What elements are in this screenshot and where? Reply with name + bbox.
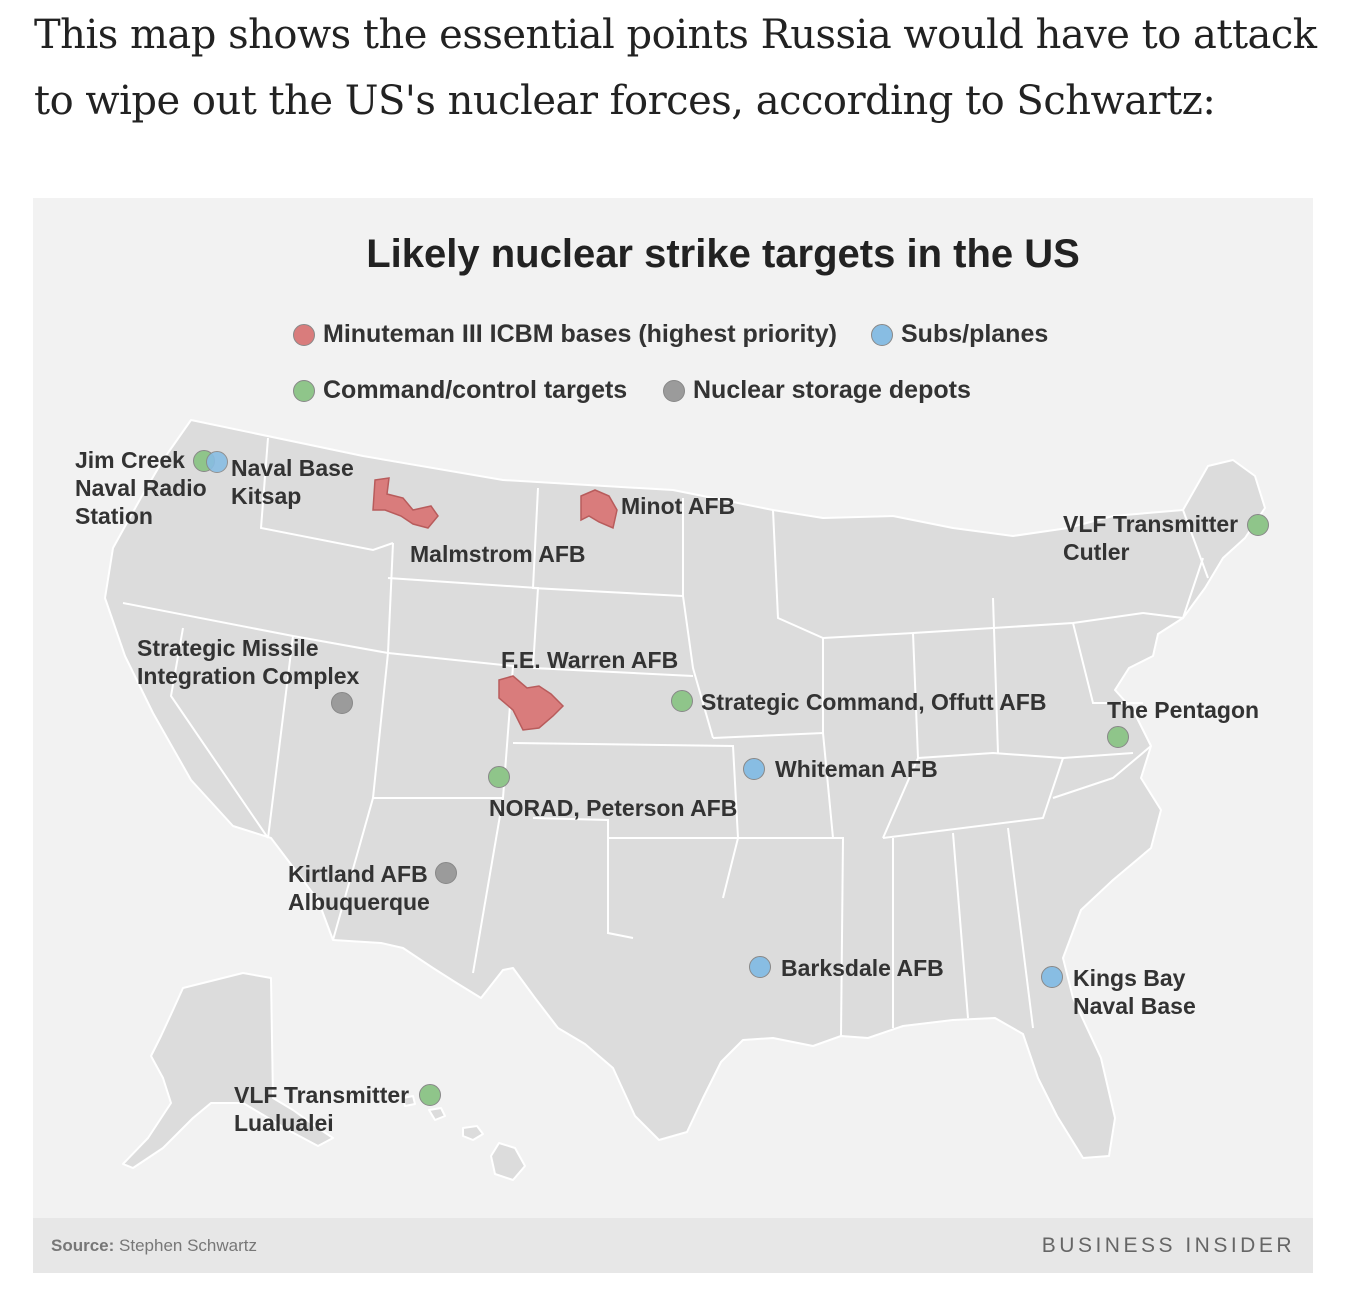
intro-paragraph: This map shows the essential points Russ… [34, 12, 1317, 124]
us-map [104, 419, 1266, 1181]
label-barksdale: Barksdale AFB [781, 955, 944, 981]
brand-logo: BUSINESS INSIDER [1041, 1234, 1295, 1257]
marker-vlf-cutler [1247, 514, 1269, 536]
label-vlf-cutler: VLF Transmitter Cutler [1063, 511, 1239, 565]
state-borders [122, 437, 1209, 1037]
legend-icbm-icon [293, 323, 315, 346]
label-kirtland: Kirtland AFB Albuquerque [288, 861, 430, 915]
land [104, 419, 1266, 1181]
marker-whiteman [743, 758, 765, 780]
marker-kings-bay [1041, 966, 1063, 988]
figure-footer: Source: Stephen Schwartz BUSINESS INSIDE… [33, 1218, 1313, 1273]
marker-barksdale [749, 956, 771, 978]
icbm-fields [372, 477, 618, 731]
marker-naval-base-kitsap [206, 451, 228, 473]
map-title: Likely nuclear strike targets in the US [366, 232, 1080, 276]
legend-item-subs: Subs/planes [871, 320, 1048, 349]
label-norad: NORAD, Peterson AFB [489, 795, 738, 821]
hawaii-kauai [402, 1095, 416, 1107]
legend-item-storage: Nuclear storage depots [663, 376, 971, 405]
legend-label: Subs/planes [901, 320, 1049, 348]
legend-subs-icon [871, 323, 893, 346]
marker-offutt [671, 690, 693, 712]
fe-warren-field [498, 675, 565, 731]
label-pentagon: The Pentagon [1107, 697, 1260, 723]
source-label: Source: [51, 1236, 115, 1255]
hawaii-big-island [490, 1142, 526, 1181]
marker-pentagon [1107, 726, 1129, 748]
label-vlf-lualualei: VLF Transmitter Lualualei [234, 1082, 410, 1136]
label-malmstrom: Malmstrom AFB [410, 541, 586, 567]
legend-storage-icon [663, 379, 685, 402]
legend-label: Minuteman III ICBM bases (highest priori… [323, 320, 837, 348]
hawaii-oahu [428, 1107, 446, 1121]
source-credit: Source: Stephen Schwartz [51, 1236, 257, 1256]
legend-label: Command/control targets [323, 376, 628, 404]
alaska-shape [122, 972, 334, 1169]
label-strategic-missile: Strategic Missile Integration Complex [137, 635, 360, 689]
marker-vlf-lualualei [419, 1084, 441, 1106]
label-naval-base-kitsap: Naval Base Kitsap [231, 455, 354, 509]
marker-strategic-missile [331, 692, 353, 714]
label-kings-bay: Kings Bay Naval Base [1073, 965, 1196, 1019]
label-jim-creek: Jim Creek Naval Radio Station [75, 447, 207, 529]
minot-field [580, 489, 618, 530]
legend-label: Nuclear storage depots [693, 376, 971, 404]
map-figure: Likely nuclear strike targets in the US … [33, 198, 1313, 1273]
malmstrom-field [372, 477, 439, 529]
marker-kirtland [435, 862, 457, 884]
legend-item-command: Command/control targets [293, 376, 627, 405]
legend-command-icon [293, 379, 315, 402]
label-offutt: Strategic Command, Offutt AFB [701, 689, 1047, 715]
contiguous-us-shape [104, 419, 1266, 1159]
marker-norad [488, 766, 510, 788]
hawaii-maui [462, 1125, 484, 1141]
label-whiteman: Whiteman AFB [775, 756, 938, 782]
label-fe-warren: F.E. Warren AFB [501, 647, 679, 673]
source-value: Stephen Schwartz [119, 1236, 257, 1255]
legend-item-icbm: Minuteman III ICBM bases (highest priori… [293, 320, 837, 349]
label-minot: Minot AFB [621, 493, 736, 519]
